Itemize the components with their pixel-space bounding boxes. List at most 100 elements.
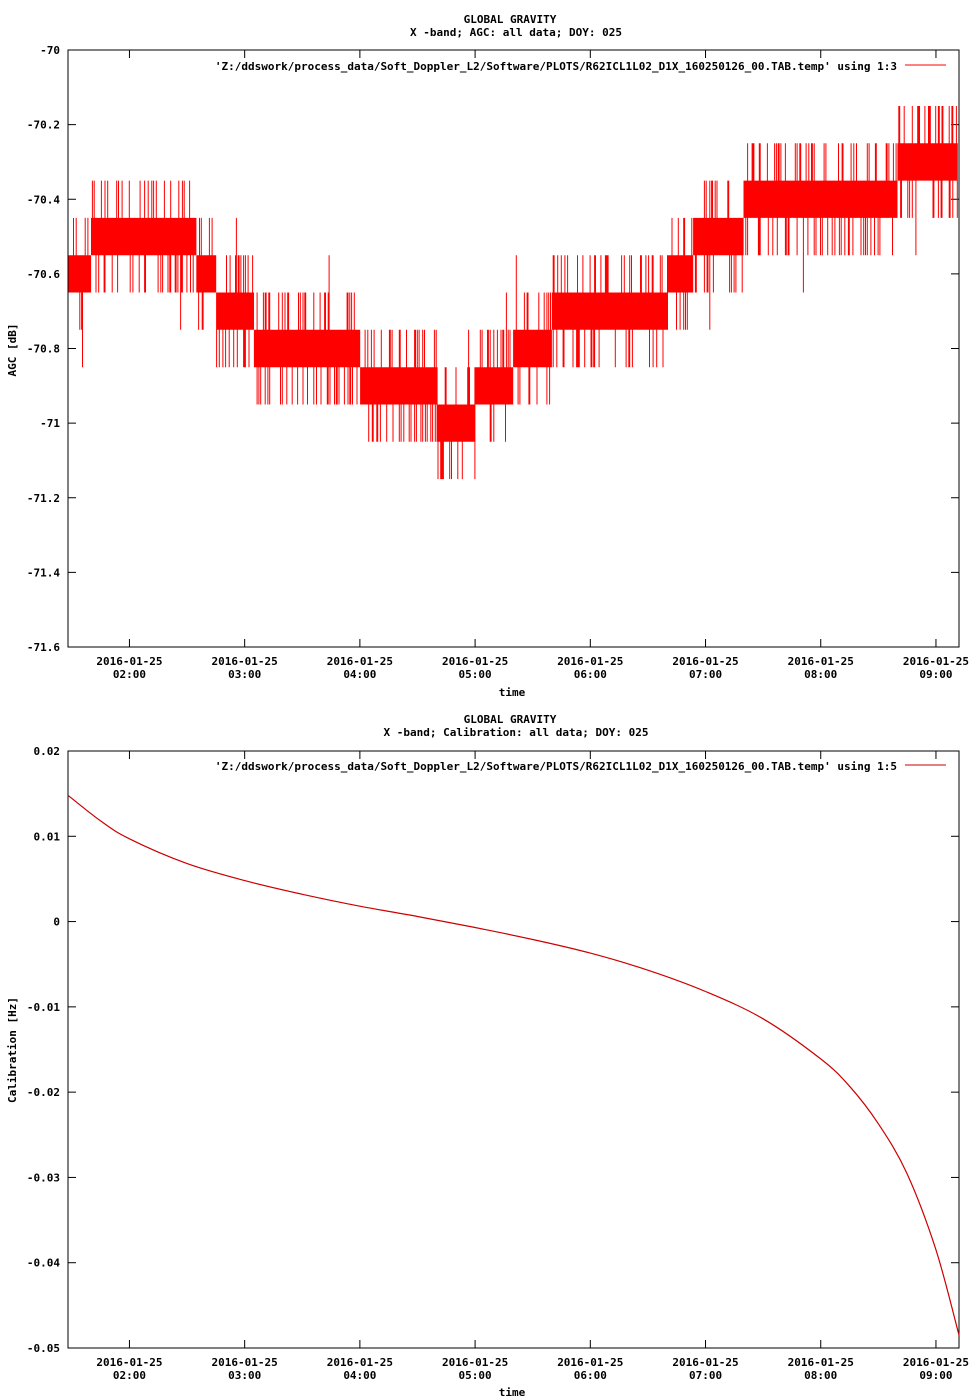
agc-y-tick-label: -70.8 [27, 343, 60, 356]
agc-x-tick-time: 02:00 [113, 668, 146, 681]
calibration-x-tick-date: 2016-01-25 [212, 1356, 278, 1369]
calibration-data-point [475, 927, 476, 928]
calibration-x-tick-time: 07:00 [689, 1369, 722, 1382]
agc-y-tick-label: -71.6 [27, 641, 60, 654]
agc-x-tick-date: 2016-01-25 [903, 655, 969, 668]
agc-chart-title: GLOBAL GRAVITY [464, 13, 557, 26]
calibration-y-axis: 0.02 0.01 0 -0.01 -0.02 -0.03 -0.04 -0.05 [27, 745, 959, 1355]
calibration-data-point [820, 1058, 821, 1059]
calibration-y-tick-label: -0.03 [27, 1171, 60, 1184]
agc-data-point [398, 385, 399, 386]
calibration-x-axis-label: time [499, 1386, 526, 1399]
agc-y-tick-label: -70 [40, 44, 60, 57]
agc-series [67, 106, 959, 480]
agc-x-tick-time: 04:00 [343, 668, 376, 681]
agc-y-tick-label: -71 [40, 417, 60, 430]
agc-data-point [820, 199, 821, 200]
calibration-y-tick-label: -0.05 [27, 1342, 60, 1355]
calibration-y-axis-label: Calibration [Hz] [6, 997, 19, 1103]
agc-data-point [935, 161, 936, 162]
agc-data-point [590, 329, 591, 330]
agc-y-tick-label: -71.2 [27, 492, 60, 505]
agc-data-point [196, 255, 197, 256]
agc-y-axis: -70 -70.2 -70.4 -70.6 -70.8 -71 -71.2 -71.4 -71.… [27, 44, 959, 654]
calibration-data-point [359, 906, 360, 907]
calibration-x-tick-date: 2016-01-25 [903, 1356, 969, 1369]
agc-data-point [859, 199, 860, 200]
agc-x-tick-date: 2016-01-25 [327, 655, 393, 668]
calibration-legend-label: 'Z:/ddswork/process_data/Soft_Doppler_L2… [215, 760, 897, 773]
calibration-y-tick-label: -0.04 [27, 1257, 60, 1270]
agc-data-point [67, 255, 68, 256]
calibration-data-point [244, 880, 245, 881]
agc-x-tick-time: 05:00 [459, 668, 492, 681]
calibration-x-tick-date: 2016-01-25 [327, 1356, 393, 1369]
calibration-x-tick-time: 05:00 [459, 1369, 492, 1382]
agc-x-tick-date: 2016-01-25 [442, 655, 508, 668]
calibration-x-tick-time: 06:00 [574, 1369, 607, 1382]
agc-data-point [705, 236, 706, 237]
calibration-chart-panel: GLOBAL GRAVITY X -band; Calibration: all… [6, 713, 969, 1399]
calibration-x-tick-time: 03:00 [228, 1369, 261, 1382]
calibration-series [67, 794, 960, 1336]
calibration-data-point [647, 970, 648, 971]
agc-data-point [235, 311, 236, 312]
agc-data-point [283, 367, 284, 368]
agc-data-point [782, 199, 783, 200]
agc-x-tick-date: 2016-01-25 [557, 655, 623, 668]
calibration-series-line [67, 794, 960, 1336]
calibration-data-point [590, 953, 591, 954]
calibration-data-point [907, 1173, 908, 1174]
calibration-x-tick-time: 09:00 [919, 1369, 952, 1382]
calibration-data-point [100, 820, 101, 821]
calibration-data-point [67, 795, 68, 796]
calibration-plot-border [67, 750, 960, 1349]
calibration-data-point [935, 1249, 936, 1250]
agc-x-tick-time: 03:00 [228, 668, 261, 681]
agc-legend-label: 'Z:/ddswork/process_data/Soft_Doppler_L2… [215, 60, 897, 73]
calibration-chart-title: GLOBAL GRAVITY [464, 713, 557, 726]
calibration-data-point [532, 939, 533, 940]
agc-data-point [215, 292, 216, 293]
calibration-y-tick-label: 0 [53, 916, 60, 929]
calibration-y-tick-label: 0.02 [34, 745, 61, 758]
agc-y-tick-label: -70.6 [27, 268, 60, 281]
calibration-x-tick-time: 04:00 [343, 1369, 376, 1382]
agc-data-point [359, 367, 360, 368]
calibration-data-point [187, 863, 188, 864]
agc-data-point [628, 311, 629, 312]
agc-chart-subtitle: X -band; AGC: all data; DOY: 025 [410, 26, 622, 39]
agc-data-point [436, 404, 437, 405]
agc-data-point [177, 236, 178, 237]
agc-data-point [494, 385, 495, 386]
agc-chart-panel: GLOBAL GRAVITY X -band; AGC: all data; D… [6, 13, 969, 699]
calibration-data-point [302, 894, 303, 895]
agc-data-point [81, 273, 82, 274]
agc-series-line [68, 106, 958, 480]
agc-data-point [455, 423, 456, 424]
calibration-y-tick-label: 0.01 [34, 830, 61, 843]
calibration-chart-subtitle: X -band; Calibration: all data; DOY: 025 [384, 726, 649, 739]
calibration-data-point [417, 916, 418, 917]
agc-data-point [254, 329, 255, 330]
agc-x-axis: 2016-01-2502:002016-01-2503:002016-01-25… [96, 50, 969, 681]
calibration-x-axis: 2016-01-2502:002016-01-2503:002016-01-25… [96, 751, 969, 1382]
calibration-data-point [129, 838, 130, 839]
calibration-x-tick-time: 02:00 [113, 1369, 146, 1382]
agc-y-tick-label: -71.4 [27, 566, 60, 579]
agc-data-point [100, 236, 101, 237]
agc-data-point [958, 161, 959, 162]
calibration-y-tick-label: -0.02 [27, 1086, 60, 1099]
calibration-x-tick-date: 2016-01-25 [96, 1356, 162, 1369]
agc-x-tick-time: 09:00 [919, 668, 952, 681]
agc-data-point [667, 292, 668, 293]
calibration-data-point [878, 1123, 879, 1124]
agc-data-point [475, 404, 476, 405]
agc-data-point [551, 329, 552, 330]
agc-y-axis-label: AGC [dB] [6, 324, 19, 377]
agc-x-tick-date: 2016-01-25 [212, 655, 278, 668]
agc-y-tick-label: -70.4 [27, 193, 60, 206]
agc-x-tick-date: 2016-01-25 [788, 655, 854, 668]
agc-x-tick-date: 2016-01-25 [96, 655, 162, 668]
